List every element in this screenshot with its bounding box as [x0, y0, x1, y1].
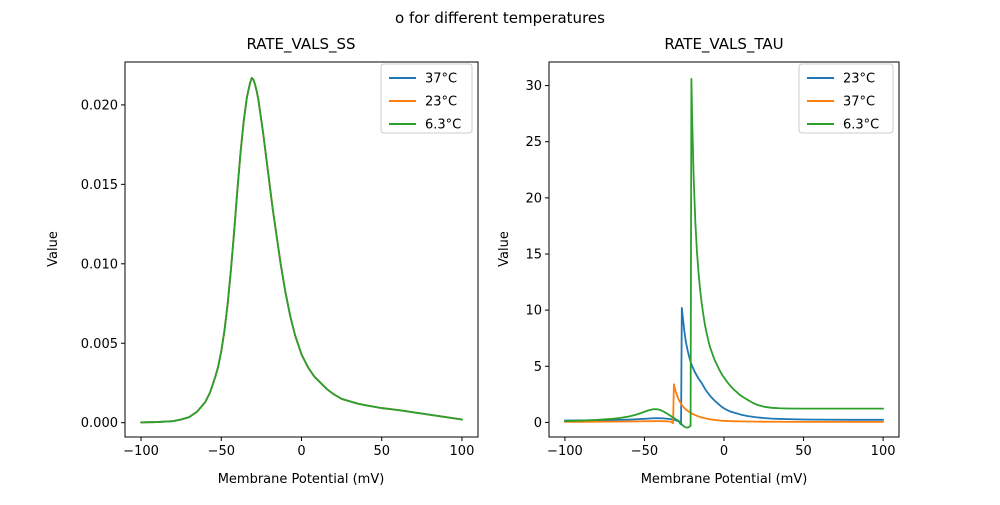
right-plot: −100 −50 0 50 100 0 5 10 15 20 25 30 23°C 37°C 6.3°C [525, 61, 900, 459]
legend-box [798, 63, 894, 134]
legend-box [380, 63, 473, 134]
x-tick-label: −100 [123, 444, 159, 459]
left-series-line-2 [140, 76, 463, 424]
right-plot-xlabel: Membrane Potential (mV) [641, 472, 808, 487]
y-tick-label: 20 [525, 191, 542, 206]
y-tick-label: 5 [534, 360, 542, 375]
left-plot-xlabel: Membrane Potential (mV) [218, 472, 385, 487]
y-tick-label: 0.015 [81, 178, 118, 193]
x-tick-label: 0 [720, 444, 728, 459]
y-tick-label: 0 [534, 416, 542, 431]
right-series-line-2 [564, 77, 884, 429]
x-tick-label: −50 [631, 444, 658, 459]
left-plot-ylabel: Value [46, 231, 61, 267]
figure-suptitle: o for different temperatures [395, 9, 605, 27]
right-plot-spines [548, 61, 900, 438]
right-series-line-1 [564, 383, 884, 424]
x-tick-label: 100 [450, 444, 475, 459]
legend-label: 6.3°C [843, 118, 879, 133]
legend-label: 23°C [425, 95, 457, 110]
legend-label: 23°C [843, 72, 875, 87]
plots-group: −100 −50 0 50 1000.0000.0050.0100.0150.02037… [81, 61, 900, 459]
left-plot-series [140, 76, 463, 424]
right-plot-ylabel: Value [497, 231, 512, 267]
y-tick-label: 15 [525, 247, 542, 262]
y-tick-label: 0.010 [81, 257, 118, 272]
y-tick-label: 25 [525, 135, 542, 150]
x-tick-label: −100 [547, 444, 583, 459]
legend-label: 37°C [425, 72, 457, 87]
x-tick-label: 50 [795, 444, 812, 459]
x-tick-label: 0 [297, 444, 305, 459]
legend-label: 6.3°C [425, 118, 461, 133]
x-tick-label: 100 [871, 444, 896, 459]
x-tick-label: −50 [208, 444, 235, 459]
left-plot-legend: 37°C 23°C 6.3°C [380, 63, 473, 134]
right-plot-title: RATE_VALS_TAU [664, 35, 783, 54]
y-tick-label: 0.000 [81, 416, 118, 431]
right-series-line-0 [564, 306, 884, 426]
y-tick-label: 10 [525, 304, 542, 319]
legend-label: 37°C [843, 95, 875, 110]
left-plot: −100 −50 0 50 100 0.000 0.005 0.010 0.015 0.020 37… [81, 61, 479, 459]
y-tick-label: 0.005 [81, 337, 118, 352]
right-plot-legend: 23°C 37°C 6.3°C [798, 63, 894, 134]
left-plot-spines [124, 61, 479, 438]
x-tick-label: 50 [373, 444, 390, 459]
y-tick-label: 0.020 [81, 98, 118, 113]
left-plot-title: RATE_VALS_SS [246, 35, 355, 54]
right-plot-series [564, 77, 884, 429]
y-tick-label: 30 [525, 79, 542, 94]
